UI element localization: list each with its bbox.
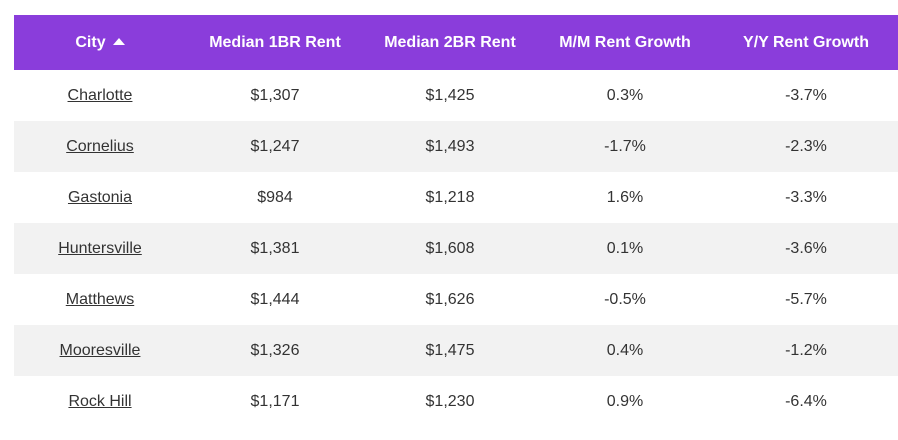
cell-mm-growth: -0.5% bbox=[604, 290, 646, 308]
column-header-median-2br[interactable]: Median 2BR Rent bbox=[364, 15, 536, 70]
cell-median-1br: $1,444 bbox=[250, 290, 300, 308]
column-header-city-label: City bbox=[75, 33, 106, 51]
cell-city: Huntersville bbox=[14, 223, 186, 274]
city-link[interactable]: Mooresville bbox=[59, 341, 141, 359]
column-header-city[interactable]: City bbox=[14, 15, 186, 70]
cell-median-1br: $1,171 bbox=[250, 392, 300, 410]
cell-yy-growth: -1.2% bbox=[785, 341, 827, 359]
table-row: Cornelius $1,247 $1,493 -1.7% -2.3% bbox=[14, 121, 898, 172]
city-link[interactable]: Huntersville bbox=[58, 239, 142, 257]
cell-mm-growth: -1.7% bbox=[604, 137, 646, 155]
rent-table-container: City Median 1BR Rent Median 2BR Rent M/M… bbox=[14, 15, 898, 427]
cell-median-2br: $1,425 bbox=[425, 86, 475, 104]
cell-city: Rock Hill bbox=[14, 376, 186, 427]
cell-median-1br: $1,326 bbox=[250, 341, 300, 359]
cell-yy-growth: -2.3% bbox=[785, 137, 827, 155]
column-header-yy-growth[interactable]: Y/Y Rent Growth bbox=[714, 15, 898, 70]
cell-median-2br: $1,475 bbox=[425, 341, 475, 359]
cell-median-2br: $1,218 bbox=[425, 188, 475, 206]
cell-median-1br: $1,247 bbox=[250, 137, 300, 155]
cell-yy-growth: -3.6% bbox=[785, 239, 827, 257]
cell-yy-growth: -3.3% bbox=[785, 188, 827, 206]
cell-city: Gastonia bbox=[14, 172, 186, 223]
table-row: Charlotte $1,307 $1,425 0.3% -3.7% bbox=[14, 70, 898, 121]
column-header-median-2br-label: Median 2BR Rent bbox=[384, 33, 516, 51]
city-link[interactable]: Cornelius bbox=[66, 137, 134, 155]
table-header: City Median 1BR Rent Median 2BR Rent M/M… bbox=[14, 15, 898, 70]
table-row: Matthews $1,444 $1,626 -0.5% -5.7% bbox=[14, 274, 898, 325]
cell-mm-growth: 0.1% bbox=[606, 239, 644, 257]
cell-city: Cornelius bbox=[14, 121, 186, 172]
column-header-median-1br[interactable]: Median 1BR Rent bbox=[186, 15, 364, 70]
cell-median-1br: $1,307 bbox=[250, 86, 300, 104]
caret-up-icon bbox=[112, 37, 125, 45]
column-header-mm-growth-label: M/M Rent Growth bbox=[559, 33, 691, 51]
column-header-median-1br-label: Median 1BR Rent bbox=[209, 33, 341, 51]
cell-city: Charlotte bbox=[14, 70, 186, 121]
table-row: Mooresville $1,326 $1,475 0.4% -1.2% bbox=[14, 325, 898, 376]
cell-median-1br: $1,381 bbox=[250, 239, 300, 257]
cell-median-2br: $1,626 bbox=[425, 290, 475, 308]
city-link[interactable]: Matthews bbox=[65, 290, 135, 308]
city-link[interactable]: Rock Hill bbox=[68, 392, 132, 410]
cell-mm-growth: 0.3% bbox=[606, 86, 644, 104]
cell-mm-growth: 0.9% bbox=[606, 392, 644, 410]
table-row: Rock Hill $1,171 $1,230 0.9% -6.4% bbox=[14, 376, 898, 427]
rent-table: City Median 1BR Rent Median 2BR Rent M/M… bbox=[14, 15, 898, 427]
cell-mm-growth: 1.6% bbox=[606, 188, 644, 206]
header-row: City Median 1BR Rent Median 2BR Rent M/M… bbox=[14, 15, 898, 70]
cell-city: Mooresville bbox=[14, 325, 186, 376]
cell-median-2br: $1,608 bbox=[425, 239, 475, 257]
column-header-mm-growth[interactable]: M/M Rent Growth bbox=[536, 15, 714, 70]
city-link[interactable]: Charlotte bbox=[67, 86, 133, 104]
table-row: Huntersville $1,381 $1,608 0.1% -3.6% bbox=[14, 223, 898, 274]
cell-median-2br: $1,493 bbox=[425, 137, 475, 155]
cell-median-1br: $984 bbox=[257, 188, 293, 206]
table-body: Charlotte $1,307 $1,425 0.3% -3.7% Corne… bbox=[14, 70, 898, 427]
cell-city: Matthews bbox=[14, 274, 186, 325]
table-row: Gastonia $984 $1,218 1.6% -3.3% bbox=[14, 172, 898, 223]
cell-yy-growth: -5.7% bbox=[785, 290, 827, 308]
cell-mm-growth: 0.4% bbox=[606, 341, 644, 359]
cell-yy-growth: -6.4% bbox=[785, 392, 827, 410]
cell-yy-growth: -3.7% bbox=[785, 86, 827, 104]
city-link[interactable]: Gastonia bbox=[67, 188, 133, 206]
cell-median-2br: $1,230 bbox=[425, 392, 475, 410]
column-header-yy-growth-label: Y/Y Rent Growth bbox=[743, 33, 869, 51]
